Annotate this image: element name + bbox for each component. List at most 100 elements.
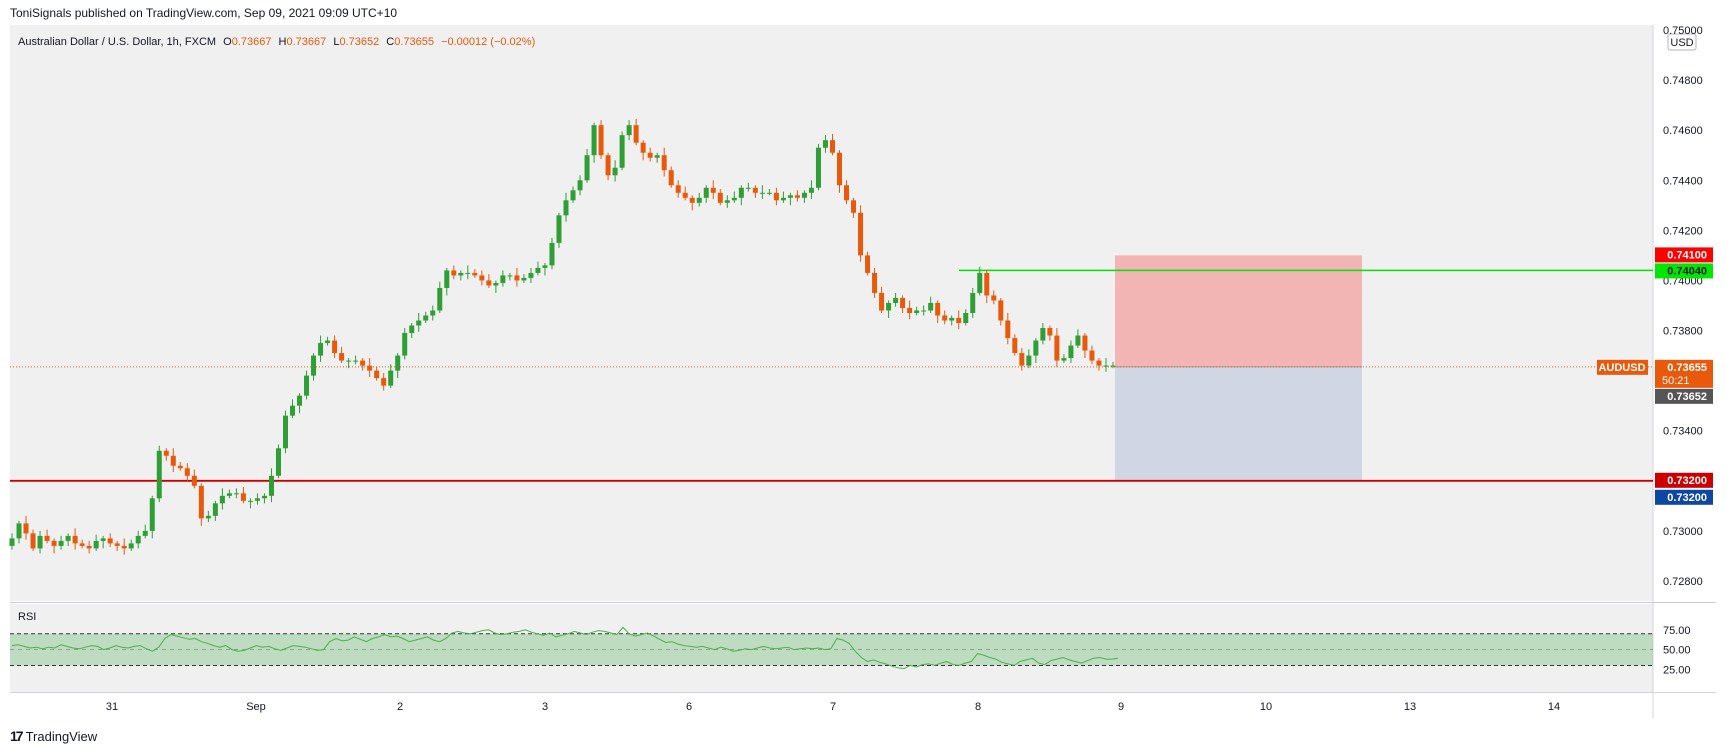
reward-zone[interactable] [1115, 366, 1362, 481]
rsi-line [11, 626, 1119, 670]
candle-body [703, 187, 709, 198]
price-tick-label: 0.75000 [1663, 25, 1703, 37]
candle-body [135, 535, 141, 544]
candle-body [1110, 365, 1116, 367]
candle-body [801, 192, 807, 198]
candle-body [86, 545, 92, 549]
candle-body [318, 343, 324, 356]
candle-body [759, 192, 765, 194]
time-tick-label: 14 [1548, 701, 1560, 713]
candle-body [121, 545, 127, 549]
candle-body [198, 485, 204, 519]
time-tick-label: 8 [975, 701, 981, 713]
candle-body [794, 195, 800, 198]
candle-body [465, 272, 471, 274]
symbol-tag-bg [1597, 359, 1648, 375]
candle-body [1005, 320, 1011, 339]
time-tick-label: 7 [830, 701, 836, 713]
candle-body [205, 515, 211, 519]
candle-body [977, 272, 983, 293]
price-tick-label: 0.74600 [1663, 125, 1703, 137]
candle-body [107, 538, 113, 544]
stop-price-tag: 0.74100 [1667, 249, 1707, 261]
target-price-tag-bg [1655, 472, 1713, 488]
candle-body [381, 378, 387, 386]
symbol-tag: AUDUSD [1598, 362, 1645, 374]
price-tick-label: 0.73800 [1663, 326, 1703, 338]
time-tick-label: 31 [106, 701, 118, 713]
candle-body [226, 493, 232, 496]
candle-body [879, 292, 885, 311]
candle-body [311, 355, 317, 376]
candle-body [584, 155, 590, 181]
publisher-line: ToniSignals published on TradingView.com… [10, 6, 398, 20]
candle-body [1075, 335, 1081, 346]
candle-body [1047, 328, 1053, 336]
price-pane-bg [10, 25, 1653, 601]
candle-body [745, 187, 751, 189]
candle-body [184, 468, 190, 476]
support-price-tag: 0.73200 [1667, 492, 1707, 504]
candle-body [23, 523, 29, 534]
candle-body [970, 292, 976, 313]
candle-body [570, 190, 576, 201]
candle-body [654, 155, 660, 158]
candle-body [219, 495, 225, 504]
rsi-band [10, 633, 1653, 666]
candle-body [479, 275, 485, 281]
candle-body [1026, 355, 1032, 366]
candle-body [963, 313, 969, 324]
candle-body [1061, 358, 1067, 361]
candle-body [353, 360, 359, 362]
candle-body [170, 455, 176, 466]
close-price-tag-bg [1655, 388, 1713, 404]
time-tick-label: 10 [1260, 701, 1272, 713]
risk-zone[interactable] [1115, 255, 1362, 367]
legend-open-value: 0.73667 [232, 36, 272, 48]
candle-body [914, 310, 920, 313]
tradingview-footer[interactable]: 17 TradingView [10, 728, 97, 744]
candle-body [535, 267, 541, 273]
candle-body [605, 155, 611, 176]
candle-body [858, 212, 864, 256]
chart-legend: Australian Dollar / U.S. Dollar, 1h, FXC… [18, 36, 535, 48]
candle-body [72, 535, 78, 544]
candle-body [388, 370, 394, 386]
candle-body [1089, 350, 1095, 361]
candle-body [514, 275, 520, 281]
time-tick-label: 6 [686, 701, 692, 713]
candle-body [949, 318, 955, 321]
support-price-tag-bg [1655, 489, 1713, 505]
currency-badge[interactable]: USD [1670, 37, 1693, 49]
rsi-axis[interactable]: 75.00 50.00 25.00 [1663, 625, 1691, 677]
candle-body [416, 320, 422, 326]
candle-body [640, 142, 646, 153]
candle-body [254, 498, 260, 501]
candle-body [633, 125, 639, 143]
candle-body [367, 365, 373, 371]
time-axis[interactable]: 31 Sep 2 3 6 7 8 9 10 13 14 [106, 701, 1560, 713]
candle-body [44, 535, 50, 541]
candle-body [1040, 328, 1046, 341]
resistance-price-tag-bg [1655, 263, 1713, 279]
candle-body [1068, 345, 1074, 359]
candle-body [907, 307, 913, 313]
candle-body [942, 315, 948, 321]
price-axis[interactable]: 0.75000 0.74800 0.74600 0.74400 0.74200 0.740… [1663, 25, 1703, 588]
candle-body [9, 538, 15, 546]
candle-body [339, 353, 345, 361]
candle-body [275, 448, 281, 476]
price-tick-label: 0.73000 [1663, 526, 1703, 538]
candle-body [233, 493, 239, 495]
time-tick-label: Sep [246, 701, 266, 713]
candle-body [423, 315, 429, 321]
candle-body [893, 297, 899, 303]
candle-body [717, 192, 723, 203]
last-price-tag-bg [1655, 359, 1713, 388]
candle-body [822, 140, 828, 148]
candle-body [626, 125, 632, 136]
candle-body [156, 450, 162, 499]
candle-body [79, 543, 85, 546]
legend-low-label: L [333, 36, 339, 48]
